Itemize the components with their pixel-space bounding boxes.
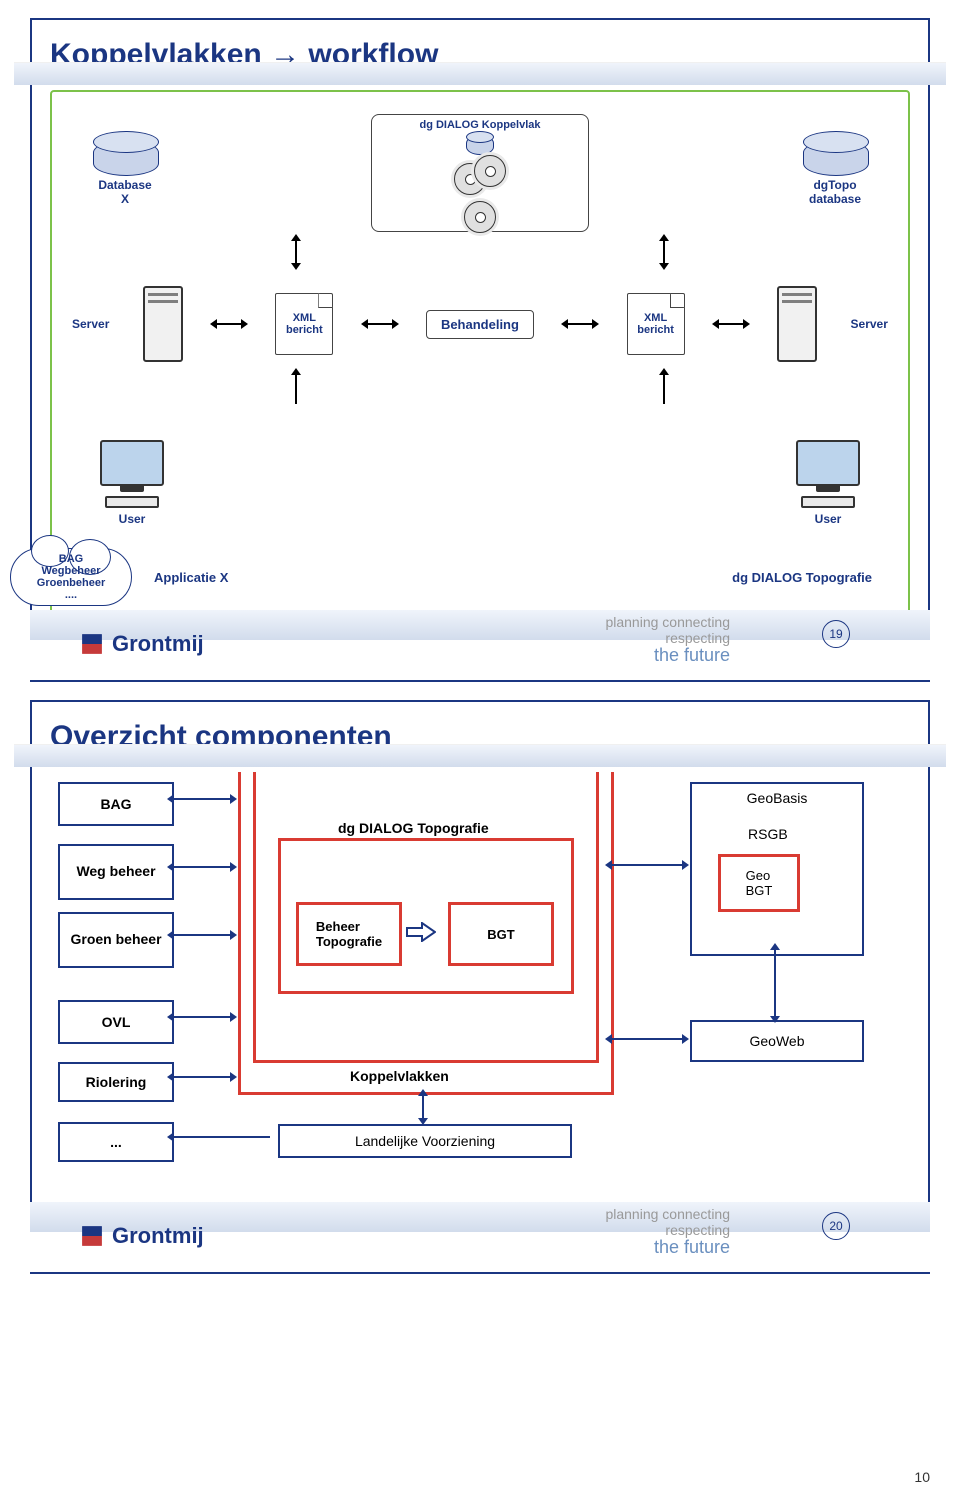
connector bbox=[612, 1038, 682, 1040]
band bbox=[14, 744, 946, 767]
server-row: Server XML bericht Behandeling XML beric… bbox=[66, 286, 894, 362]
xml-left: XML bericht bbox=[275, 293, 333, 355]
box-ellipsis: ... bbox=[58, 1122, 174, 1162]
connector bbox=[174, 866, 230, 868]
slide-2: Overzicht componenten BAG Weg beheer Gro… bbox=[30, 700, 930, 1274]
slide-1: Koppelvlakken → workflow Database X dg D… bbox=[30, 18, 930, 682]
slide2-diagram: BAG Weg beheer Groen beheer OVL Riolerin… bbox=[50, 772, 910, 1192]
mini-cylinder bbox=[466, 135, 494, 155]
koppelvlakken-label: Koppelvlakken bbox=[350, 1068, 449, 1084]
server-left-label: Server bbox=[72, 317, 109, 331]
slide1-content-box: Database X dg DIALOG Koppelvlak dgTopo d… bbox=[50, 90, 910, 620]
server-icon bbox=[143, 286, 183, 362]
logo-icon bbox=[72, 1216, 112, 1256]
user-right-label: User bbox=[796, 512, 860, 526]
user-left: User bbox=[100, 440, 164, 526]
arrow-v bbox=[295, 240, 297, 264]
connector bbox=[774, 950, 776, 1016]
koppelvlak-box: dg DIALOG Koppelvlak bbox=[371, 114, 589, 232]
band bbox=[14, 62, 946, 85]
grontmij-text: Grontmij bbox=[112, 631, 204, 657]
box-riolering: Riolering bbox=[58, 1062, 174, 1102]
arrow-h bbox=[718, 323, 744, 325]
applicatie-x-label: Applicatie X bbox=[154, 570, 228, 585]
beheer-topografie-box: Beheer Topografie bbox=[296, 902, 402, 966]
box-ovl: OVL bbox=[58, 1000, 174, 1044]
server-right-label: Server bbox=[851, 317, 888, 331]
dg-dialog-topo-label: dg DIALOG Topografie bbox=[732, 570, 872, 585]
connector bbox=[174, 1016, 230, 1018]
footer: Grontmij planning connecting respecting … bbox=[30, 1202, 930, 1272]
grontmij-logo: Grontmij bbox=[78, 1222, 204, 1250]
page-number: 19 bbox=[822, 620, 850, 648]
grontmij-logo: Grontmij bbox=[78, 630, 204, 658]
arrow-h bbox=[567, 323, 593, 325]
gears-icon bbox=[380, 159, 580, 191]
arrow-v bbox=[663, 240, 665, 264]
db-right-label: dgTopo database bbox=[780, 178, 890, 206]
rsgb-label: RSGB bbox=[748, 826, 788, 842]
user-right: User bbox=[796, 440, 860, 526]
bgt-box: BGT bbox=[448, 902, 554, 966]
connector bbox=[174, 1136, 270, 1138]
arrow-v bbox=[663, 374, 665, 404]
arrow-h bbox=[216, 323, 242, 325]
tagline: planning connecting respecting the futur… bbox=[605, 1207, 730, 1258]
connector bbox=[174, 934, 230, 936]
connector bbox=[174, 798, 230, 800]
geo-bgt-box: Geo BGT bbox=[718, 854, 800, 912]
dgtopo-title: dg DIALOG Topografie bbox=[338, 820, 489, 836]
connector bbox=[612, 864, 682, 866]
logo-icon bbox=[72, 624, 112, 664]
grontmij-text: Grontmij bbox=[112, 1223, 204, 1249]
cloud-shape: BAG Wegbeheer Groenbeheer .... bbox=[10, 548, 132, 606]
landelijke-box: Landelijke Voorziening bbox=[278, 1124, 572, 1158]
footer: Grontmij planning connecting respecting … bbox=[30, 610, 930, 680]
sheet-page-number: 10 bbox=[914, 1469, 930, 1485]
connector bbox=[422, 1096, 424, 1118]
hollow-arrow-icon bbox=[406, 922, 436, 942]
arrow-v bbox=[295, 374, 297, 404]
kv-title: dg DIALOG Koppelvlak bbox=[380, 119, 580, 131]
connector bbox=[174, 1076, 230, 1078]
geoweb-box: GeoWeb bbox=[690, 1020, 864, 1062]
page-number: 20 bbox=[822, 1212, 850, 1240]
box-bag: BAG bbox=[58, 782, 174, 826]
db-left-label: Database X bbox=[70, 178, 180, 206]
user-left-label: User bbox=[100, 512, 164, 526]
behandeling-box: Behandeling bbox=[426, 310, 534, 339]
tagline: planning connecting respecting the futur… bbox=[605, 615, 730, 666]
box-wegbeheer: Weg beheer bbox=[58, 844, 174, 900]
arrow-h bbox=[367, 323, 393, 325]
box-groenbeheer: Groen beheer bbox=[58, 912, 174, 968]
xml-right: XML bericht bbox=[627, 293, 685, 355]
server-icon bbox=[777, 286, 817, 362]
